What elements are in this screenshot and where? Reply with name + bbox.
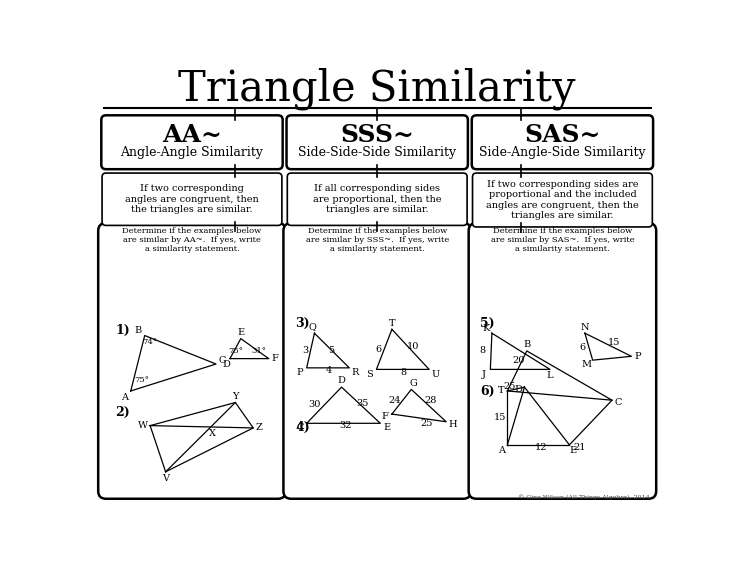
Text: B: B	[135, 325, 142, 334]
Text: R: R	[352, 368, 359, 377]
Text: B: B	[523, 340, 531, 349]
Text: 15: 15	[608, 338, 620, 347]
Text: C: C	[615, 398, 622, 407]
Text: J: J	[482, 369, 486, 378]
Text: 15: 15	[493, 413, 506, 422]
Text: E: E	[569, 446, 576, 455]
Text: 6: 6	[375, 345, 382, 354]
Text: K: K	[482, 324, 489, 333]
Text: N: N	[581, 323, 589, 332]
FancyBboxPatch shape	[102, 115, 283, 169]
Text: 74°: 74°	[142, 338, 157, 346]
Text: D: D	[222, 360, 230, 369]
Text: Z: Z	[256, 423, 263, 432]
Text: 28: 28	[425, 396, 437, 405]
Text: D: D	[338, 377, 345, 386]
Text: A: A	[498, 446, 505, 455]
Text: 2): 2)	[116, 406, 130, 419]
Text: Determine if the examples below
are similar by SAS~.  If yes, write
a similarity: Determine if the examples below are simi…	[491, 227, 634, 253]
Text: T: T	[389, 319, 395, 328]
Text: Y: Y	[232, 392, 238, 401]
FancyBboxPatch shape	[469, 223, 657, 499]
Text: 24: 24	[388, 396, 400, 405]
Text: 30: 30	[308, 400, 321, 409]
Text: 6: 6	[579, 342, 586, 351]
Text: SSS~: SSS~	[340, 123, 414, 148]
Text: Side-Side-Side Similarity: Side-Side-Side Similarity	[298, 146, 456, 159]
Text: Angle-Angle Similarity: Angle-Angle Similarity	[121, 146, 263, 159]
Text: M: M	[581, 360, 592, 369]
Text: 1): 1)	[116, 324, 130, 337]
Text: F: F	[381, 412, 389, 421]
Text: © Gina Wilson (All Things Algebra), 2014: © Gina Wilson (All Things Algebra), 2014	[518, 494, 650, 500]
Text: Side-Angle-Side Similarity: Side-Angle-Side Similarity	[479, 146, 645, 159]
Text: 75°: 75°	[228, 347, 243, 355]
Text: 35: 35	[356, 399, 369, 408]
Text: U: U	[431, 369, 439, 378]
Text: P: P	[634, 352, 641, 361]
Text: G: G	[410, 379, 417, 388]
FancyBboxPatch shape	[98, 223, 286, 499]
Text: 21: 21	[573, 443, 586, 452]
Text: If two corresponding
angles are congruent, then
the triangles are similar.: If two corresponding angles are congruen…	[125, 184, 259, 214]
Text: 12: 12	[534, 443, 547, 452]
Text: E: E	[383, 423, 390, 432]
Text: V: V	[162, 474, 169, 483]
Text: X: X	[208, 429, 216, 438]
Text: C: C	[219, 356, 226, 365]
Text: AA~: AA~	[162, 123, 222, 148]
Text: F: F	[272, 354, 278, 363]
FancyBboxPatch shape	[102, 173, 282, 225]
Text: 6): 6)	[481, 385, 495, 397]
Text: A: A	[121, 392, 128, 401]
FancyBboxPatch shape	[283, 223, 471, 499]
Text: Triangle Similarity: Triangle Similarity	[178, 68, 576, 110]
Text: 8: 8	[480, 346, 486, 355]
Text: 4): 4)	[295, 422, 310, 435]
Text: P: P	[297, 368, 303, 377]
Text: If two corresponding sides are
proportional and the included
angles are congruen: If two corresponding sides are proportio…	[486, 180, 639, 220]
Text: 25: 25	[420, 419, 433, 428]
Text: Determine if the examples below
are similar by SSS~.  If yes, write
a similarity: Determine if the examples below are simi…	[305, 227, 449, 253]
Text: 3): 3)	[295, 317, 310, 330]
Text: 32: 32	[339, 421, 352, 430]
Text: 31°: 31°	[251, 347, 266, 355]
Text: L: L	[547, 371, 553, 380]
Text: SAS~: SAS~	[524, 123, 601, 148]
FancyBboxPatch shape	[473, 173, 652, 227]
Text: E: E	[237, 328, 244, 337]
Text: 8: 8	[400, 368, 406, 377]
Text: 5: 5	[328, 346, 335, 355]
Text: 5): 5)	[481, 317, 495, 330]
FancyBboxPatch shape	[287, 173, 467, 225]
Text: T: T	[498, 386, 504, 395]
Text: Q: Q	[309, 323, 316, 332]
Text: 3: 3	[302, 346, 308, 355]
FancyBboxPatch shape	[286, 115, 468, 169]
Text: W: W	[138, 421, 148, 430]
Text: Determine if the examples below
are similar by AA~.  If yes, write
a similarity : Determine if the examples below are simi…	[122, 227, 261, 253]
Text: 10: 10	[407, 342, 419, 351]
Text: 20: 20	[513, 356, 526, 365]
FancyBboxPatch shape	[472, 115, 653, 169]
Text: 75°: 75°	[134, 376, 149, 384]
Text: 4: 4	[326, 367, 332, 376]
Text: C: C	[296, 423, 303, 432]
Text: D: D	[514, 385, 522, 394]
Text: If all corresponding sides
are proportional, then the
triangles are similar.: If all corresponding sides are proportio…	[313, 184, 442, 214]
Text: S: S	[366, 369, 373, 378]
Text: H: H	[448, 419, 456, 428]
Text: 25: 25	[503, 382, 516, 391]
